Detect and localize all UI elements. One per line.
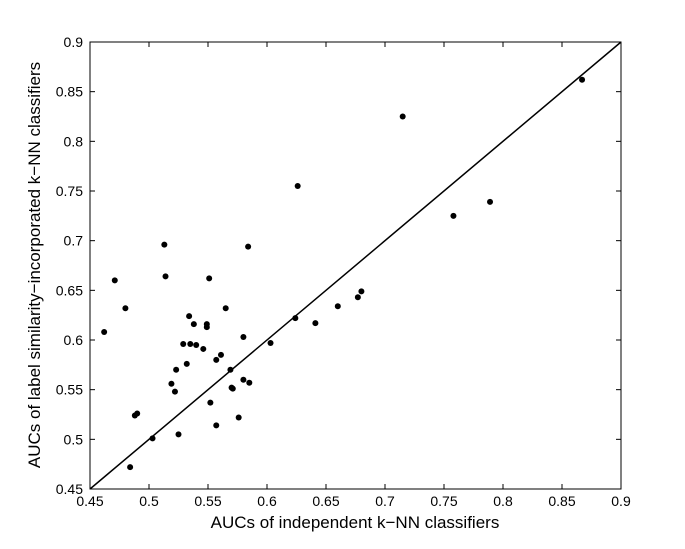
data-point xyxy=(450,212,457,219)
data-point xyxy=(186,313,193,320)
data-point xyxy=(334,303,341,310)
data-point xyxy=(217,351,224,358)
data-point xyxy=(399,113,406,120)
x-tick-label: 0.75 xyxy=(430,493,457,509)
data-point xyxy=(162,273,169,280)
x-tick-label: 0.9 xyxy=(611,493,631,509)
data-point xyxy=(207,399,214,406)
y-tick-label: 0.8 xyxy=(64,133,84,149)
y-tick-label: 0.65 xyxy=(56,282,83,298)
data-point xyxy=(101,329,108,336)
data-point xyxy=(354,294,361,301)
x-tick-label: 0.85 xyxy=(548,493,575,509)
y-tick-label: 0.55 xyxy=(56,382,83,398)
y-tick-labels: 0.45 0.5 0.55 0.6 0.65 0.7 0.75 0.8 0.85 0.9 xyxy=(56,34,83,497)
data-point xyxy=(193,341,200,348)
data-point xyxy=(240,334,247,341)
data-point xyxy=(294,183,301,190)
data-point xyxy=(111,277,118,284)
data-point xyxy=(227,366,234,373)
x-tick-label: 0.7 xyxy=(375,493,395,509)
x-tick-label: 0.65 xyxy=(312,493,339,509)
data-point xyxy=(122,305,129,312)
data-point xyxy=(171,388,178,395)
data-point xyxy=(190,321,197,328)
data-point xyxy=(206,275,213,282)
data-point xyxy=(200,345,207,352)
x-tick-label: 0.5 xyxy=(139,493,159,509)
x-tick-label: 0.6 xyxy=(257,493,277,509)
x-tick-label: 0.55 xyxy=(194,493,221,509)
data-point xyxy=(213,356,220,363)
y-tick-label: 0.9 xyxy=(64,34,84,50)
y-tick-label: 0.75 xyxy=(56,183,83,199)
data-point xyxy=(149,435,156,442)
data-point xyxy=(579,76,586,83)
data-point xyxy=(161,241,168,248)
reference-line xyxy=(89,41,622,490)
data-point xyxy=(358,288,365,295)
x-tick-label: 0.8 xyxy=(493,493,513,509)
data-point xyxy=(312,320,319,327)
y-tick-label: 0.45 xyxy=(56,481,83,497)
y-tick-label: 0.5 xyxy=(64,431,84,447)
data-point xyxy=(175,431,182,438)
data-point xyxy=(222,305,229,312)
data-point xyxy=(203,324,210,331)
x-tick-labels: 0.45 0.5 0.55 0.6 0.65 0.7 0.75 0.8 0.85 0.9 xyxy=(76,493,631,509)
y-tick-label: 0.6 xyxy=(64,332,84,348)
x-axis-title: AUCs of independent k−NN classifiers xyxy=(211,513,500,532)
y-tick-label: 0.7 xyxy=(64,233,84,249)
data-point xyxy=(183,360,190,367)
data-points xyxy=(101,76,586,471)
data-point xyxy=(229,385,236,392)
data-point xyxy=(240,376,247,383)
data-point xyxy=(487,198,494,205)
data-point xyxy=(127,464,134,471)
data-point xyxy=(187,340,194,347)
data-point xyxy=(267,339,274,346)
data-point xyxy=(245,243,252,250)
data-point xyxy=(168,380,175,387)
data-point xyxy=(180,340,187,347)
data-point xyxy=(213,422,220,429)
data-point xyxy=(246,379,253,386)
y-tick-label: 0.85 xyxy=(56,84,83,100)
data-point xyxy=(292,315,299,322)
data-point xyxy=(134,410,141,417)
y-axis-title: AUCs of label similarity−incorporated k−… xyxy=(25,62,44,468)
data-point xyxy=(173,366,180,373)
data-point xyxy=(235,414,242,421)
x-tick-label: 0.45 xyxy=(76,493,103,509)
